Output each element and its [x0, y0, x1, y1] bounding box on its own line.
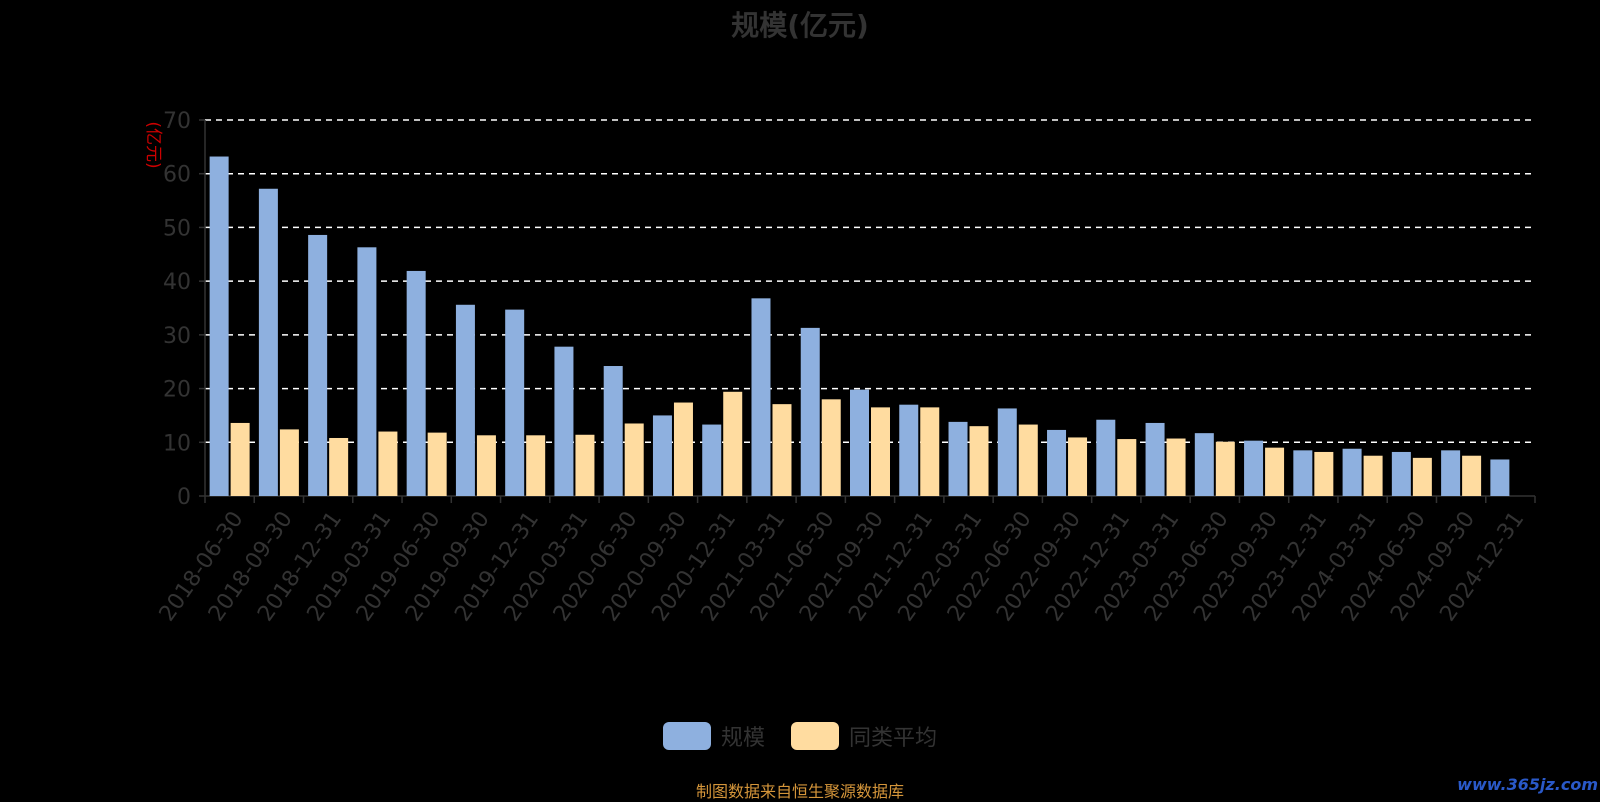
- bar-series1: [258, 188, 278, 497]
- bar-series2: [1265, 447, 1285, 496]
- legend-swatch-series2: [791, 722, 839, 750]
- bar-series1: [505, 309, 525, 496]
- bar-series1: [652, 415, 672, 496]
- data-source-credit: 制图数据来自恒生聚源数据库: [695, 782, 904, 801]
- y-tick-label: 10: [163, 431, 191, 456]
- bar-series2: [1215, 441, 1235, 496]
- y-tick-label: 0: [177, 485, 191, 510]
- bar-series2: [969, 426, 989, 496]
- legend-swatch-series1: [662, 722, 711, 750]
- bar-series2: [1166, 438, 1186, 496]
- bar-series1: [406, 270, 426, 496]
- bar-series2: [526, 435, 546, 496]
- y-tick-label: 40: [163, 270, 191, 295]
- bar-series1: [1096, 419, 1116, 496]
- legend-item-series1[interactable]: 规模: [662, 720, 765, 752]
- bar-series1: [455, 304, 475, 496]
- bar-series2: [476, 435, 496, 496]
- y-tick-label: 60: [163, 163, 191, 188]
- bar-series2: [329, 437, 349, 496]
- bar-series2: [1117, 439, 1137, 496]
- legend-item-series2[interactable]: 同类平均: [791, 720, 937, 752]
- bar-series2: [673, 402, 693, 496]
- bar-series2: [1018, 424, 1038, 496]
- bar-series2: [1363, 455, 1383, 496]
- bar-series2: [821, 399, 841, 496]
- bar-series2: [427, 432, 447, 496]
- bar-series1: [603, 366, 623, 496]
- bar-series1: [948, 421, 968, 496]
- bar-series2: [723, 391, 743, 496]
- bar-series1: [1145, 422, 1165, 496]
- bar-series2: [871, 407, 890, 496]
- bar-series2: [1412, 457, 1432, 496]
- y-tick-label: 50: [163, 216, 191, 241]
- chart-title: 规模(亿元): [731, 9, 869, 42]
- bar-series1: [702, 424, 722, 496]
- bar-series1: [1244, 440, 1264, 496]
- bar-series1: [1490, 459, 1510, 496]
- bar-series1: [997, 408, 1017, 496]
- bar-series2: [279, 429, 299, 496]
- y-tick-label: 70: [163, 109, 191, 134]
- bar-series2: [920, 407, 940, 496]
- bar-series2: [575, 434, 595, 496]
- bar-series2: [772, 404, 792, 496]
- bar-series2: [1068, 437, 1088, 496]
- bar-series1: [209, 156, 229, 497]
- bar-chart: 010203040506070(亿元)2018-06-302018-09-302…: [143, 109, 1536, 626]
- bar-series1: [357, 247, 377, 496]
- bar-series1: [751, 298, 771, 496]
- bar-series1: [308, 234, 328, 496]
- bar-series1: [800, 327, 820, 496]
- legend-label-series2: 同类平均: [849, 726, 938, 751]
- bar-series1: [1293, 450, 1313, 496]
- bar-series2: [1462, 455, 1482, 496]
- bar-series1: [1047, 429, 1067, 496]
- bar-series1: [1441, 450, 1461, 496]
- bar-series1: [554, 346, 574, 496]
- bar-series2: [624, 423, 644, 496]
- y-tick-label: 20: [163, 378, 191, 403]
- bar-series2: [378, 431, 398, 496]
- bar-series2: [230, 422, 250, 496]
- bar-series1: [1391, 451, 1411, 496]
- legend-label-series1: 规模: [720, 726, 765, 751]
- bar-series1: [850, 389, 869, 496]
- bar-series2: [1314, 451, 1334, 496]
- legend: 规模 同类平均: [0, 720, 1600, 752]
- bar-series1: [1342, 448, 1362, 496]
- y-axis-label: (亿元): [143, 121, 163, 168]
- y-tick-label: 30: [163, 324, 191, 349]
- watermark: www.365jz.com: [1457, 775, 1598, 794]
- bar-series1: [1194, 433, 1214, 496]
- bar-series1: [899, 404, 919, 496]
